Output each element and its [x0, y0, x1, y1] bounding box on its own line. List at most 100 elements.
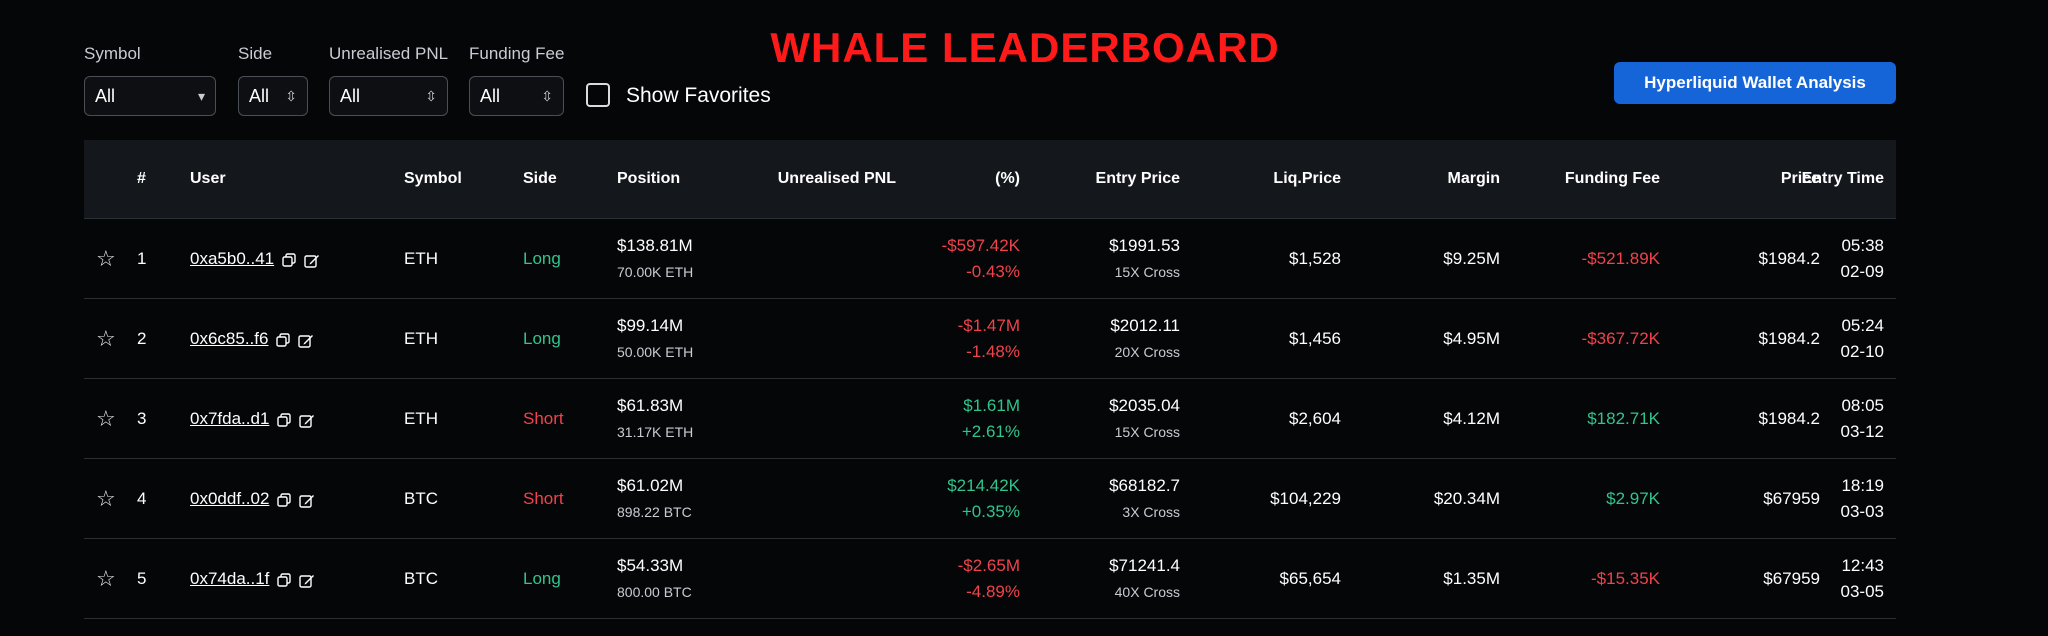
position-cell: $54.33M 800.00 BTC [617, 553, 692, 605]
position-cell: $138.81M 70.00K ETH [617, 233, 693, 285]
funding-fee: -$521.89K [1581, 249, 1660, 268]
wallet-address-link[interactable]: 0x6c85..f6 [190, 329, 269, 348]
symbol: BTC [404, 489, 438, 508]
margin: $4.95M [1443, 329, 1500, 348]
page-title: WHALE LEADERBOARD [770, 24, 1280, 71]
entry-price-cell: $2035.04 15X Cross [1109, 393, 1180, 445]
entry-date: 03-12 [1840, 422, 1884, 441]
copy-icon[interactable] [282, 252, 296, 267]
leverage: 15X Cross [1114, 264, 1180, 280]
price: $1984.2 [1758, 409, 1820, 428]
side-select[interactable]: All ⇳ [238, 76, 308, 116]
user-cell: 0x0ddf..02 [190, 459, 315, 538]
entry-time: 08:05 [1841, 396, 1884, 415]
pnl-percent: -0.43% [966, 262, 1020, 281]
entry-time: 12:43 [1841, 556, 1884, 575]
funding-select[interactable]: All ⇳ [469, 76, 564, 116]
entry-date: 02-10 [1840, 342, 1884, 361]
user-cell: 0x6c85..f6 [190, 299, 314, 378]
funding-filter-label: Funding Fee [469, 44, 565, 63]
symbol: ETH [404, 409, 438, 428]
wallet-address-link[interactable]: 0x0ddf..02 [190, 489, 270, 508]
funding-fee: -$367.72K [1581, 329, 1660, 348]
favorite-star-icon[interactable]: ☆ [96, 326, 116, 351]
position-size: 50.00K ETH [617, 344, 694, 360]
up-down-icon: ⇳ [425, 87, 437, 104]
edit-icon[interactable] [299, 573, 315, 588]
liq-price: $65,654 [1279, 569, 1341, 588]
unrealised-pnl: -$597.42K [941, 236, 1020, 255]
up-down-icon: ⇳ [541, 87, 553, 104]
pnl-cell: -$1.47M -1.48% [958, 313, 1020, 365]
entry-price-cell: $71241.4 40X Cross [1109, 553, 1180, 605]
position-size: 31.17K ETH [617, 424, 694, 440]
liq-price: $1,456 [1289, 329, 1341, 348]
pnl-percent: +2.61% [961, 422, 1020, 441]
table-row: ☆ 5 0x74da..1f BTC Long $54.33M 800.00 B… [84, 539, 1896, 619]
copy-icon[interactable] [276, 332, 291, 347]
margin: $20.34M [1433, 489, 1500, 508]
entry-time: 05:24 [1841, 316, 1884, 335]
margin: $9.25M [1443, 249, 1500, 268]
edit-icon[interactable] [304, 253, 320, 268]
entry-date: 03-05 [1840, 582, 1884, 601]
price: $67959 [1763, 489, 1820, 508]
position-size: 898.22 BTC [617, 504, 692, 520]
price: $67959 [1763, 569, 1820, 588]
entry-time-cell: 12:43 03-05 [1841, 553, 1884, 605]
side-filter-label: Side [238, 44, 273, 63]
position-value: $61.02M [617, 476, 684, 495]
copy-icon[interactable] [277, 572, 292, 587]
leverage: 15X Cross [1114, 424, 1180, 440]
symbol-filter-label: Symbol [84, 44, 141, 63]
table-row: ☆ 4 0x0ddf..02 BTC Short $61.02M 898.22 … [84, 459, 1896, 539]
entry-date: 02-09 [1840, 262, 1884, 281]
col-rank: # [137, 170, 146, 187]
col-margin: Margin [1447, 170, 1500, 187]
position-value: $138.81M [617, 236, 693, 255]
side: Long [523, 569, 561, 588]
position-value: $99.14M [617, 316, 684, 335]
edit-icon[interactable] [298, 333, 314, 348]
liq-price: $104,229 [1270, 489, 1341, 508]
symbol-select-value: All [95, 85, 116, 106]
wallet-address-link[interactable]: 0x74da..1f [190, 569, 270, 588]
up-down-icon: ⇳ [285, 87, 297, 104]
position-value: $54.33M [617, 556, 684, 575]
pnl-cell: $214.42K +0.35% [947, 473, 1020, 525]
pnl-select[interactable]: All ⇳ [329, 76, 448, 116]
entry-time-cell: 08:05 03-12 [1841, 393, 1884, 445]
wallet-address-link[interactable]: 0xa5b0..41 [190, 249, 275, 268]
copy-icon[interactable] [277, 412, 292, 427]
wallet-analysis-button[interactable]: Hyperliquid Wallet Analysis [1614, 62, 1896, 104]
position-cell: $61.83M 31.17K ETH [617, 393, 693, 445]
edit-icon[interactable] [299, 493, 315, 508]
col-symbol: Symbol [404, 170, 462, 187]
favorite-star-icon[interactable]: ☆ [96, 486, 116, 511]
rank: 3 [137, 409, 147, 428]
table-row: ☆ 2 0x6c85..f6 ETH Long $99.14M 50.00K E… [84, 299, 1896, 379]
symbol-select[interactable]: All ▾ [84, 76, 216, 116]
entry-time-cell: 05:24 02-10 [1841, 313, 1884, 365]
favorite-star-icon[interactable]: ☆ [96, 246, 116, 271]
side: Short [523, 489, 564, 508]
position-size: 70.00K ETH [617, 264, 694, 280]
edit-icon[interactable] [299, 413, 315, 428]
pnl-cell: -$2.65M -4.89% [958, 553, 1020, 605]
wallet-address-link[interactable]: 0x7fda..d1 [190, 409, 270, 428]
show-favorites-checkbox[interactable] [586, 83, 610, 107]
unrealised-pnl: -$1.47M [957, 316, 1020, 335]
favorite-star-icon[interactable]: ☆ [96, 566, 116, 591]
col-side: Side [523, 170, 557, 187]
favorite-star-icon[interactable]: ☆ [96, 406, 116, 431]
copy-icon[interactable] [277, 492, 292, 507]
unrealised-pnl: -$2.65M [957, 556, 1020, 575]
user-cell: 0xa5b0..41 [190, 219, 320, 298]
pnl-filter-label: Unrealised PNL [329, 44, 449, 63]
unrealised-pnl: $214.42K [947, 476, 1020, 495]
user-cell: 0x74da..1f [190, 539, 315, 618]
pnl-cell: -$597.42K -0.43% [942, 233, 1020, 285]
position-size: 800.00 BTC [617, 584, 692, 600]
pnl-percent: +0.35% [961, 502, 1020, 521]
table-row: ☆ 3 0x7fda..d1 ETH Short $61.83M 31.17K … [84, 379, 1896, 459]
